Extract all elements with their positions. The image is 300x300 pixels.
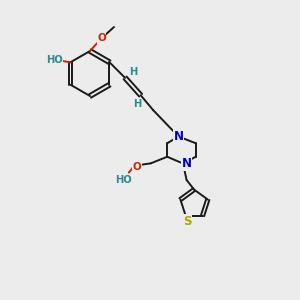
Text: H: H <box>129 68 137 77</box>
Text: HO: HO <box>46 55 62 65</box>
Text: N: N <box>173 130 184 143</box>
Text: S: S <box>183 214 191 227</box>
Text: O: O <box>97 33 106 43</box>
Text: O: O <box>133 162 142 172</box>
Text: HO: HO <box>115 175 132 184</box>
Text: N: N <box>182 157 192 170</box>
Text: H: H <box>133 99 141 109</box>
